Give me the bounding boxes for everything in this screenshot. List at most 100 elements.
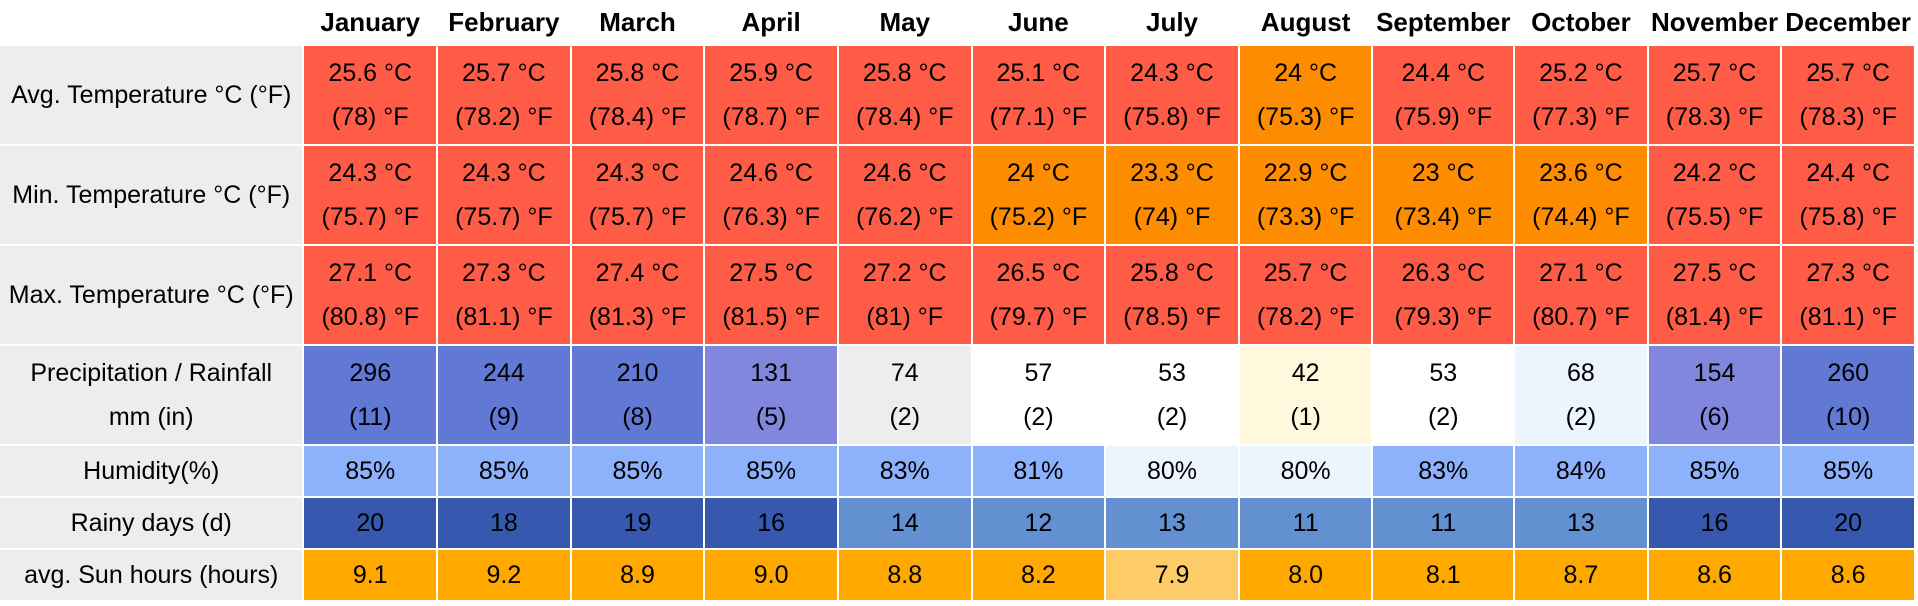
cell-value-secondary: (79.3) °F bbox=[1394, 303, 1493, 331]
cell-value-secondary: (81.1) °F bbox=[455, 303, 553, 331]
cell-value-secondary: (10) bbox=[1825, 403, 1871, 431]
rainy-days-cell-november: 16 bbox=[1648, 498, 1781, 548]
min-temp-cell-may: 24.6 °C (76.2) °F bbox=[838, 146, 971, 244]
cell-value: 23.6 °C bbox=[1539, 159, 1623, 187]
cell-value-secondary: (78.3) °F bbox=[1665, 103, 1764, 131]
sun-hours-cell-march: 8.9 bbox=[571, 550, 704, 600]
min-temp-cell-september: 23 °C (73.4) °F bbox=[1373, 146, 1514, 244]
rainy-days-cell-january: 20 bbox=[304, 498, 437, 548]
min-temp-cell-november: 24.2 °C (75.5) °F bbox=[1648, 146, 1781, 244]
precipitation-cell-may: 74 (2) bbox=[838, 346, 971, 444]
humidity-cell-october: 84% bbox=[1515, 446, 1647, 496]
cell-value: 85% bbox=[1689, 457, 1740, 485]
max-temp-cell-april: 27.5 °C (81.5) °F bbox=[705, 246, 837, 344]
cell-value: 8.6 bbox=[1697, 561, 1732, 589]
cell-value: 8.2 bbox=[1020, 561, 1056, 589]
cell-value: 85% bbox=[1823, 457, 1874, 485]
cell-value: 11 bbox=[1430, 509, 1457, 537]
cell-value: 27.5 °C bbox=[729, 259, 813, 287]
cell-value: 131 bbox=[750, 359, 792, 387]
cell-value-secondary: (75.2) °F bbox=[989, 203, 1088, 231]
cell-value: 83% bbox=[879, 457, 930, 485]
min-temp-cell-march: 24.3 °C (75.7) °F bbox=[571, 146, 704, 244]
cell-value: 210 bbox=[616, 359, 659, 387]
month-header-october: October bbox=[1515, 0, 1647, 44]
cell-value-secondary: (75.7) °F bbox=[455, 203, 553, 231]
cell-value: 24.3 °C bbox=[328, 159, 413, 187]
precipitation-cell-july: 53 (2) bbox=[1106, 346, 1238, 444]
row-label-text: Rainy days (d) bbox=[70, 509, 232, 537]
cell-value: 25.6 °C bbox=[328, 59, 413, 87]
cell-value: 25.1 °C bbox=[996, 59, 1081, 87]
cell-value: 27.3 °C bbox=[462, 259, 546, 287]
cell-value: 13 bbox=[1158, 509, 1186, 537]
row-avg-temp: Avg. Temperature °C (°F) 25.6 °C (78) °F 25… bbox=[0, 46, 1914, 144]
precipitation-cell-march: 210 (8) bbox=[571, 346, 704, 444]
cell-value: 16 bbox=[1700, 509, 1729, 537]
cell-value: 85% bbox=[612, 457, 663, 485]
sun-hours-cell-july: 7.9 bbox=[1106, 550, 1238, 600]
row-rainy-days: Rainy days (d) 20 18 19 16 14 12 13 11 11 13 16 20 bbox=[0, 498, 1914, 548]
cell-value: 42 bbox=[1291, 359, 1320, 387]
cell-value: 25.7 °C bbox=[1806, 59, 1890, 87]
cell-value: 25.8 °C bbox=[595, 59, 680, 87]
precipitation-cell-august: 42 (1) bbox=[1239, 346, 1372, 444]
humidity-cell-january: 85% bbox=[304, 446, 437, 496]
row-label-text: Min. Temperature °C (°F) bbox=[12, 181, 291, 209]
cell-value-secondary: (2) bbox=[1023, 403, 1054, 431]
humidity-cell-april: 85% bbox=[705, 446, 837, 496]
cell-value: 24.2 °C bbox=[1672, 159, 1757, 187]
humidity-cell-december: 85% bbox=[1782, 446, 1914, 496]
cell-value-secondary: (80.8) °F bbox=[321, 303, 420, 331]
month-header-november: November bbox=[1648, 0, 1781, 44]
cell-value-secondary: (77.1) °F bbox=[989, 103, 1088, 131]
cell-value: 27.3 °C bbox=[1806, 259, 1890, 287]
cell-value: 81% bbox=[1013, 457, 1064, 485]
cell-value-secondary: (2) bbox=[1156, 403, 1188, 431]
cell-value-secondary: (9) bbox=[488, 403, 520, 431]
avg-temp-cell-september: 24.4 °C (75.9) °F bbox=[1373, 46, 1514, 144]
cell-value-secondary: (75.8) °F bbox=[1123, 103, 1221, 131]
cell-value-secondary: (6) bbox=[1699, 403, 1730, 431]
cell-value: 24.4 °C bbox=[1401, 59, 1486, 87]
humidity-cell-september: 83% bbox=[1373, 446, 1514, 496]
max-temp-cell-january: 27.1 °C (80.8) °F bbox=[304, 246, 437, 344]
cell-value-secondary: (79.7) °F bbox=[989, 303, 1088, 331]
max-temp-cell-july: 25.8 °C (78.5) °F bbox=[1106, 246, 1238, 344]
climate-table-body: Avg. Temperature °C (°F) 25.6 °C (78) °F 25… bbox=[0, 46, 1914, 600]
cell-value: 27.1 °C bbox=[328, 259, 413, 287]
month-header-august: August bbox=[1239, 0, 1372, 44]
sun-hours-cell-august: 8.0 bbox=[1239, 550, 1372, 600]
cell-value: 9.1 bbox=[352, 561, 388, 589]
month-header-march: March bbox=[571, 0, 704, 44]
cell-value-secondary: (74.4) °F bbox=[1532, 203, 1630, 231]
cell-value: 57 bbox=[1024, 359, 1053, 387]
cell-value: 68 bbox=[1567, 359, 1595, 387]
max-temp-cell-february: 27.3 °C (81.1) °F bbox=[438, 246, 570, 344]
avg-temp-cell-may: 25.8 °C (78.4) °F bbox=[838, 46, 971, 144]
sun-hours-cell-december: 8.6 bbox=[1782, 550, 1914, 600]
cell-value-secondary: (78.5) °F bbox=[1123, 303, 1221, 331]
cell-value: 244 bbox=[483, 359, 525, 387]
rainy-days-cell-may: 14 bbox=[838, 498, 971, 548]
max-temp-cell-december: 27.3 °C (81.1) °F bbox=[1782, 246, 1914, 344]
corner-cell bbox=[0, 0, 303, 44]
precipitation-cell-january: 296 (11) bbox=[304, 346, 437, 444]
cell-value-secondary: (2) bbox=[1427, 403, 1459, 431]
cell-value: 27.1 °C bbox=[1539, 259, 1623, 287]
cell-value-secondary: (78.7) °F bbox=[722, 103, 820, 131]
cell-value-secondary: (1) bbox=[1290, 403, 1321, 431]
row-label-humidity: Humidity(%) bbox=[0, 446, 303, 496]
cell-value-secondary: (81.1) °F bbox=[1799, 303, 1897, 331]
cell-value: 24 °C bbox=[1274, 59, 1338, 87]
row-precipitation: Precipitation / Rainfall mm (in) 296 (11) 24… bbox=[0, 346, 1914, 444]
cell-value: 9.0 bbox=[753, 561, 789, 589]
row-label-sun-hours: avg. Sun hours (hours) bbox=[0, 550, 303, 600]
min-temp-cell-february: 24.3 °C (75.7) °F bbox=[438, 146, 570, 244]
max-temp-cell-june: 26.5 °C (79.7) °F bbox=[972, 246, 1105, 344]
month-header-row: January February March April May June July Augu… bbox=[0, 0, 1914, 44]
max-temp-cell-may: 27.2 °C (81) °F bbox=[838, 246, 971, 344]
avg-temp-cell-february: 25.7 °C (78.2) °F bbox=[438, 46, 570, 144]
cell-value: 25.2 °C bbox=[1539, 59, 1623, 87]
